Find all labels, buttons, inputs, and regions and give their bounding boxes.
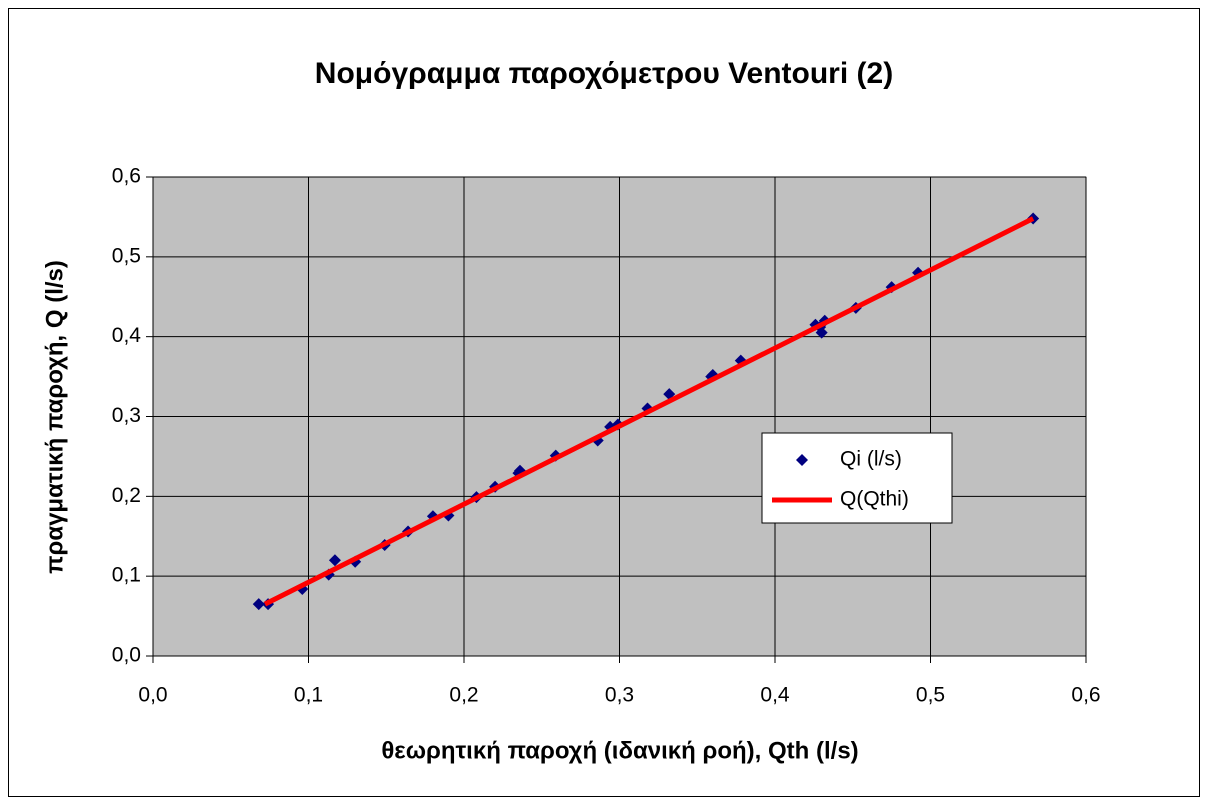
legend-label: Qi (l/s): [840, 448, 902, 471]
y-axis-label: πραγματική παροχή, Q (l/s): [41, 260, 68, 574]
y-tick-label: 0,5: [112, 244, 141, 267]
y-tick-label: 0,3: [112, 404, 141, 427]
y-tick-label: 0,1: [112, 564, 141, 587]
x-axis-label: θεωρητική παροχή (ιδανική ροή), Qth (l/s…: [381, 737, 858, 764]
legend-marker: [796, 454, 808, 466]
x-tick-label: 0,5: [916, 684, 945, 707]
y-tick-label: 0,6: [112, 165, 141, 188]
x-tick-label: 0,1: [294, 684, 323, 707]
fit-line: [263, 216, 1035, 607]
x-tick-label: 0,6: [1071, 684, 1100, 707]
x-tick-label: 0,3: [605, 684, 634, 707]
x-tick-label: 0,0: [138, 684, 167, 707]
y-tick-label: 0,0: [112, 644, 141, 667]
data-point: [815, 326, 828, 339]
data-point: [252, 598, 265, 611]
x-tick-label: 0,4: [760, 684, 790, 707]
x-tick-label: 0,2: [449, 684, 478, 707]
y-tick-label: 0,4: [112, 324, 142, 347]
legend-label: Q(Qthi): [840, 488, 909, 511]
chart-title: Νομόγραμμα παροχόμετρου Ventouri (2): [315, 57, 893, 90]
y-tick-label: 0,2: [112, 484, 141, 507]
data-point: [328, 554, 341, 567]
legend-box: [761, 432, 953, 524]
